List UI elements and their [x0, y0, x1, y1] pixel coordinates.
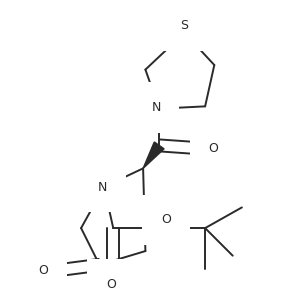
Polygon shape: [143, 142, 164, 168]
Text: S: S: [181, 20, 188, 32]
Text: O: O: [38, 264, 48, 277]
Text: O: O: [106, 278, 116, 291]
Text: N: N: [98, 181, 107, 194]
Text: O: O: [208, 142, 218, 155]
Text: N: N: [151, 101, 161, 114]
Text: O: O: [161, 213, 171, 226]
